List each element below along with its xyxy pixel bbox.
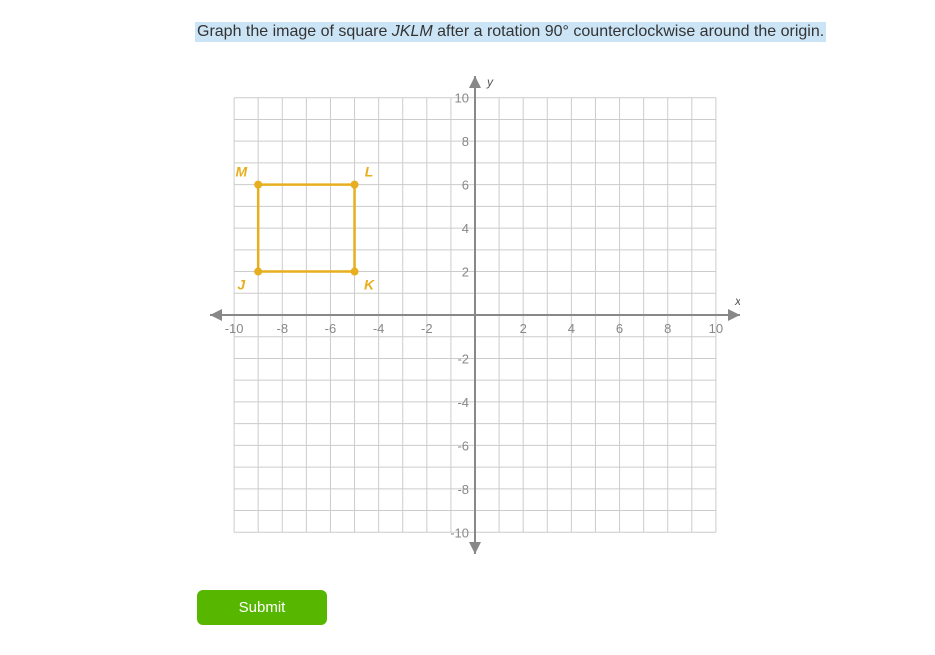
svg-text:-2: -2 <box>457 351 469 366</box>
svg-text:-4: -4 <box>373 321 385 336</box>
prompt-post: after a rotation 90° counterclockwise ar… <box>433 23 825 40</box>
svg-text:K: K <box>364 277 375 293</box>
svg-text:8: 8 <box>664 321 671 336</box>
svg-text:6: 6 <box>462 178 469 193</box>
svg-text:6: 6 <box>616 321 623 336</box>
svg-text:-8: -8 <box>276 321 288 336</box>
svg-text:-8: -8 <box>457 482 469 497</box>
svg-text:4: 4 <box>462 221 469 236</box>
graph-svg[interactable]: y x -10 -10 -8 -8 -6 -6 -4 -4 -2 -2 2 2 4 4 6 6 8 8 10 10 J K L M <box>210 76 740 554</box>
svg-text:-2: -2 <box>421 321 433 336</box>
svg-text:-4: -4 <box>457 395 469 410</box>
svg-text:L: L <box>365 164 374 180</box>
svg-text:-10: -10 <box>450 525 469 540</box>
svg-text:4: 4 <box>568 321 575 336</box>
svg-text:y: y <box>486 76 494 89</box>
svg-text:2: 2 <box>520 321 527 336</box>
prompt-shape: JKLM <box>392 23 433 40</box>
svg-text:-6: -6 <box>457 438 469 453</box>
svg-text:10: 10 <box>709 321 723 336</box>
svg-text:-10: -10 <box>225 321 244 336</box>
svg-text:J: J <box>237 277 246 293</box>
svg-text:-6: -6 <box>325 321 337 336</box>
submit-button[interactable]: Submit <box>197 590 327 625</box>
prompt-pre: Graph the image of square <box>197 23 392 40</box>
svg-text:10: 10 <box>455 91 469 106</box>
svg-text:x: x <box>734 294 740 308</box>
svg-text:2: 2 <box>462 265 469 280</box>
question-prompt: Graph the image of square JKLM after a r… <box>195 22 826 42</box>
svg-text:M: M <box>235 164 247 180</box>
coordinate-plane[interactable]: y x -10 -10 -8 -8 -6 -6 -4 -4 -2 -2 2 2 4 4 6 6 8 8 10 10 J K L M <box>210 76 740 554</box>
svg-text:8: 8 <box>462 134 469 149</box>
